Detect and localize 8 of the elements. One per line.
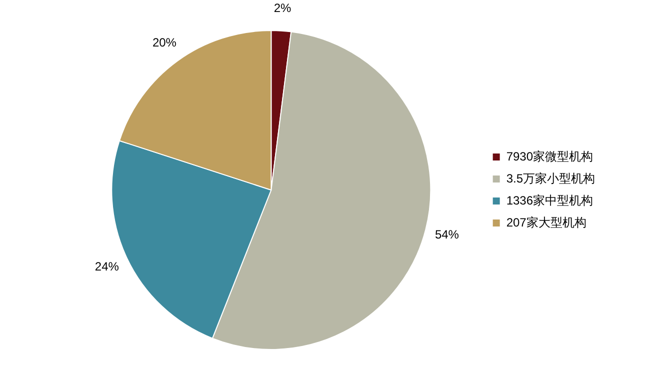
data-label: 54% (434, 227, 460, 242)
legend-label: 7930家微型机构 (506, 149, 594, 164)
data-label: 24% (94, 260, 120, 274)
legend-label: 1336家中型机构 (506, 193, 594, 208)
legend-label: 207家大型机构 (506, 215, 586, 230)
data-label: 20% (152, 35, 177, 50)
data-label: 2% (274, 1, 292, 16)
legend-label: 3.5万家小型机构 (506, 171, 596, 186)
